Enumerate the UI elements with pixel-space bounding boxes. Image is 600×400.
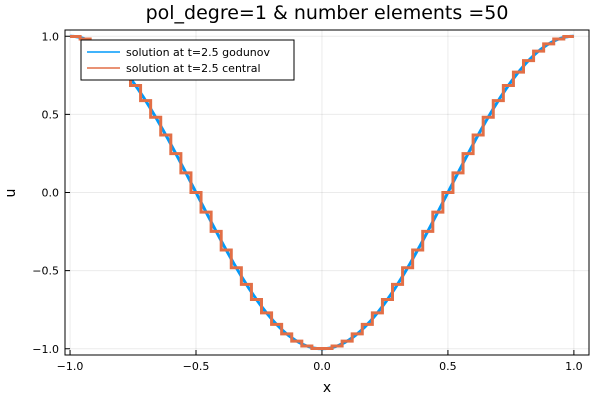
x-tick-label: 1.0 [565, 360, 583, 373]
y-axis-label: u [3, 189, 19, 198]
y-tick-label: 0.5 [42, 108, 60, 121]
y-tick-label: −1.0 [32, 343, 59, 356]
y-tick-label: 1.0 [42, 30, 60, 43]
legend-box [80, 39, 295, 81]
y-tick-label: 0.0 [42, 187, 60, 200]
legend-label-central: solution at t=2.5 central [126, 62, 261, 75]
y-tick-label: −0.5 [32, 265, 59, 278]
x-tick-label: −0.5 [183, 360, 210, 373]
tick-labels: −1.0 −0.5 0.0 0.5 1.0 −1.0 −0.5 0.0 0.5 1.0 [32, 30, 582, 373]
series-layer [70, 34, 574, 351]
series-line-central [70, 35, 574, 350]
x-tick-label: 0.5 [439, 360, 457, 373]
legend-label-godunov: solution at t=2.5 godunov [126, 46, 270, 59]
x-tick-label: −1.0 [57, 360, 84, 373]
x-axis-label: x [323, 380, 331, 396]
x-tick-label: 0.0 [313, 360, 331, 373]
legend: solution at t=2.5 godunov solution at t=… [80, 39, 295, 81]
chart-title: pol_degre=1 & number elements =50 [146, 2, 509, 24]
